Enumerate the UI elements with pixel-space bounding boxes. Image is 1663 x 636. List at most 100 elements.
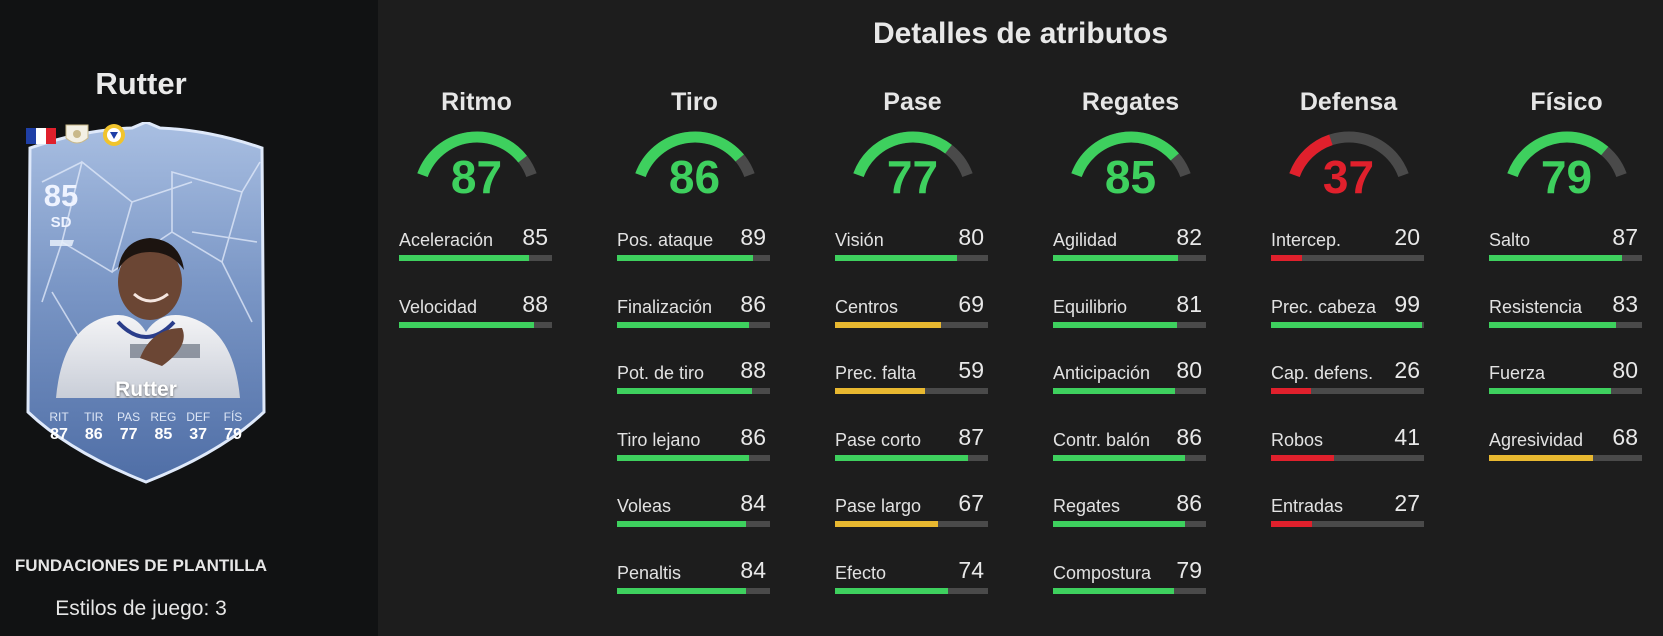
attribute-bar xyxy=(399,322,552,328)
card-stat-value: 37 xyxy=(189,426,208,443)
attribute-bar-fill xyxy=(1053,255,1179,261)
card-stat-value: 87 xyxy=(50,426,68,443)
attribute-bar-fill xyxy=(617,255,754,261)
attribute-bar xyxy=(835,255,988,261)
attribute-bar-fill xyxy=(1271,322,1423,328)
category-title: Tiro xyxy=(671,88,718,116)
attribute-bar-fill xyxy=(617,388,752,394)
card-player-name: Rutter xyxy=(115,378,177,401)
card-stat-reg: REG 85 xyxy=(146,410,180,444)
category-gauge xyxy=(635,131,755,178)
attribute-bar-fill xyxy=(835,388,926,394)
player-card[interactable]: 85 SD Rutter RIT 87 TIR 86 PAS 77 REG 85… xyxy=(22,122,270,496)
card-stat-value: 77 xyxy=(119,426,138,443)
attribute-bar-fill xyxy=(617,588,746,594)
card-stat-tir: TIR 86 xyxy=(77,410,111,444)
attribute-column-4: Defensa 37 Intercep. 20 Prec. cabeza 99 Cap. d… xyxy=(1271,0,1426,636)
category-rating: 87 xyxy=(450,151,503,203)
attribute-label: Prec. cabeza xyxy=(1271,297,1377,317)
attribute-bar-fill xyxy=(1053,588,1174,594)
attribute-row: Pos. ataque 89 xyxy=(617,224,772,264)
attribute-label: Contr. balón xyxy=(1053,430,1151,450)
attribute-label: Velocidad xyxy=(399,297,478,317)
attribute-bar-fill xyxy=(1489,455,1594,461)
category-title: Pase xyxy=(883,88,942,116)
attribute-bar xyxy=(1053,322,1206,328)
category-rating: 37 xyxy=(1322,151,1375,203)
attribute-value: 85 xyxy=(522,224,548,250)
attribute-label: Pase largo xyxy=(835,496,922,516)
attribute-label: Cap. defens. xyxy=(1271,363,1374,383)
attribute-value: 87 xyxy=(1612,224,1638,250)
attribute-bar xyxy=(1271,521,1424,527)
attribute-value: 83 xyxy=(1612,291,1638,317)
attribute-value: 67 xyxy=(958,490,984,516)
attribute-value: 84 xyxy=(740,557,766,583)
attribute-label: Efecto xyxy=(835,563,887,583)
attribute-bar-fill xyxy=(1053,388,1176,394)
category-gauge xyxy=(1071,131,1191,178)
card-stat-pas: PAS 77 xyxy=(112,410,146,444)
attribute-row: Resistencia 83 xyxy=(1489,291,1644,331)
attribute-bar xyxy=(1053,521,1206,527)
attribute-value: 20 xyxy=(1394,224,1420,250)
gauge-fill xyxy=(1289,134,1333,178)
attribute-label: Pos. ataque xyxy=(617,230,714,250)
attribute-bar xyxy=(835,455,988,461)
gauge-fill xyxy=(1507,131,1609,178)
attribute-bar xyxy=(1053,255,1206,261)
attribute-row: Tiro lejano 86 xyxy=(617,424,772,464)
attribute-label: Intercep. xyxy=(1271,230,1342,250)
card-frame xyxy=(26,122,266,484)
flag-france-icon xyxy=(26,128,56,144)
attribute-row: Pase largo 67 xyxy=(835,490,990,530)
attribute-bar-fill xyxy=(835,588,949,594)
attribute-label: Agresividad xyxy=(1489,430,1584,450)
attribute-value: 59 xyxy=(958,357,984,383)
attribute-row: Pot. de tiro 88 xyxy=(617,357,772,397)
attribute-label: Salto xyxy=(1489,230,1531,250)
attribute-row: Prec. falta 59 xyxy=(835,357,990,397)
attribute-label: Fuerza xyxy=(1489,363,1546,383)
attribute-bar-fill xyxy=(1271,455,1334,461)
attribute-row: Prec. cabeza 99 xyxy=(1271,291,1426,331)
attribute-label: Regates xyxy=(1053,496,1121,516)
attribute-bar-fill xyxy=(399,255,530,261)
attribute-value: 26 xyxy=(1394,357,1420,383)
attribute-bar xyxy=(1053,455,1206,461)
attribute-value: 86 xyxy=(1176,424,1202,450)
category-rating: 85 xyxy=(1104,151,1157,203)
attribute-value: 69 xyxy=(958,291,984,317)
player-name: Rutter xyxy=(95,66,187,101)
attribute-value: 80 xyxy=(1612,357,1638,383)
category-title: Defensa xyxy=(1299,88,1398,116)
card-overall-rating: 85 xyxy=(43,178,79,213)
attribute-row: Aceleración 85 xyxy=(399,224,554,264)
attribute-value: 86 xyxy=(740,291,766,317)
attribute-bar xyxy=(1271,322,1424,328)
gauge-fill xyxy=(635,131,744,178)
attribute-bar xyxy=(1489,388,1642,394)
card-stat-rit: RIT 87 xyxy=(42,410,76,444)
attribute-column-2: Pase 77 Visión 80 Centros 69 Prec. falta 59 Pase… xyxy=(835,0,990,636)
attribute-label: Tiro lejano xyxy=(617,430,701,450)
category-gauge xyxy=(1289,131,1409,178)
attribute-row: Finalización 86 xyxy=(617,291,772,331)
attribute-bar xyxy=(835,588,988,594)
attribute-label: Penaltis xyxy=(617,563,682,583)
attribute-value: 81 xyxy=(1176,291,1202,317)
promo-title: FUNDACIONES DE PLANTILLA xyxy=(14,556,268,575)
attribute-row: Penaltis 84 xyxy=(617,557,772,597)
attribute-row: Entradas 27 xyxy=(1271,490,1426,530)
attribute-label: Pot. de tiro xyxy=(617,363,705,383)
attribute-row: Fuerza 80 xyxy=(1489,357,1644,397)
attribute-value: 74 xyxy=(958,557,984,583)
card-stat-label: PAS xyxy=(117,410,141,424)
attribute-label: Compostura xyxy=(1053,563,1152,583)
attribute-value: 88 xyxy=(740,357,766,383)
attribute-value: 80 xyxy=(958,224,984,250)
attribute-label: Robos xyxy=(1271,430,1324,450)
attribute-bar xyxy=(617,322,770,328)
attribute-bar-fill xyxy=(1489,322,1616,328)
attribute-bar-fill xyxy=(1271,388,1311,394)
